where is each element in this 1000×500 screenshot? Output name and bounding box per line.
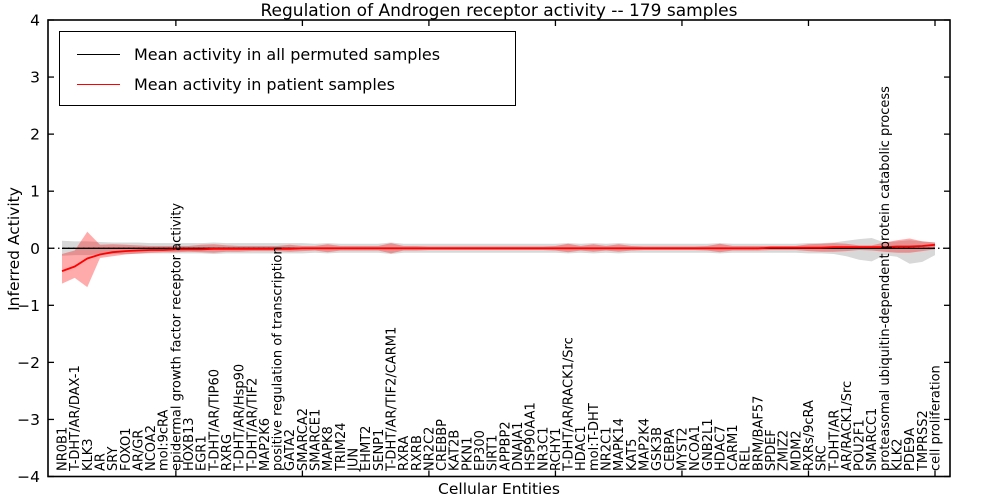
- y-tick-label: 1: [30, 183, 40, 201]
- x-tick-label: mol:9cRA: [157, 409, 172, 471]
- chart-title: Regulation of Androgen receptor activity…: [260, 1, 738, 21]
- x-tick-label: HDAC7: [713, 425, 728, 471]
- x-tick-label: NR3C1: [536, 427, 551, 471]
- legend-item-patient: Mean activity in patient samples: [60, 69, 515, 99]
- x-tick-label: SRC: [815, 445, 830, 471]
- x-tick-label: EHMT2: [359, 426, 374, 471]
- patient-samples-band: [62, 231, 935, 288]
- x-tick-label: AR: [93, 453, 108, 471]
- x-tick-label: FOXO1: [119, 428, 134, 471]
- x-tick-label: TRIM24: [334, 422, 349, 472]
- legend-label-patient: Mean activity in patient samples: [134, 74, 395, 94]
- x-tick-label: POU2F1: [853, 419, 868, 471]
- y-axis-label: Inferred Activity: [5, 187, 23, 311]
- x-tick-label: GATA2: [283, 429, 298, 471]
- x-tick-label: ZMIZ2: [777, 430, 792, 471]
- x-tick-label: CEBPA: [663, 429, 678, 471]
- x-tick-label: KLK3: [81, 438, 96, 471]
- x-tick-label: NR2C1: [600, 427, 615, 471]
- x-tick-label: RXRB: [410, 435, 425, 471]
- x-tick-label: AR/RACK1/Src: [840, 381, 855, 471]
- x-tick-label: NCOA2: [144, 425, 159, 471]
- y-tick-label: −4: [17, 468, 40, 486]
- x-tick-label: GNB2L1: [701, 418, 716, 471]
- x-tick-label: AR/GR: [131, 430, 146, 471]
- x-tick-label: positive regulation of transcription: [271, 246, 286, 471]
- y-tick-label: −2: [17, 354, 40, 372]
- x-tick-label: cell proliferation: [929, 365, 944, 471]
- x-tick-label: RCHY1: [549, 428, 564, 471]
- x-tick-label: GSK3B: [650, 427, 665, 471]
- x-tick-label: TMPRSS2: [916, 410, 931, 472]
- x-tick-label: PDE9A: [903, 428, 918, 471]
- y-tick-label: 0: [30, 240, 40, 258]
- x-tick-label: HOXB13: [182, 417, 197, 471]
- x-tick-label: mol:T-DHT: [587, 403, 602, 471]
- x-tick-label: REL: [739, 446, 754, 471]
- y-tick-label: 4: [30, 12, 40, 30]
- x-tick-label: SRY: [106, 447, 121, 471]
- x-tick-label: APPBP2: [498, 421, 513, 471]
- x-tick-label: T-DHT/AR/TIF2: [245, 378, 260, 472]
- x-tick-label: T-DHT/AR/TIF2/CARM1: [384, 327, 399, 472]
- x-tick-label: CREBBP: [435, 419, 450, 471]
- x-tick-label: KAT5: [625, 439, 640, 471]
- x-tick-label: SIRT1: [486, 435, 501, 471]
- x-tick-label: MAP2K6: [258, 418, 273, 471]
- x-tick-label: PKN1: [460, 437, 475, 471]
- patient-line-swatch: [77, 83, 120, 85]
- x-tick-label: NR0B1: [56, 427, 71, 471]
- x-tick-label: proteasomal ubiquitin-dependent protein …: [878, 86, 893, 471]
- x-tick-label: JUN: [347, 448, 362, 472]
- x-tick-label: HDAC1: [574, 425, 589, 471]
- legend-item-permuted: Mean activity in all permuted samples: [60, 39, 515, 69]
- x-tick-label: SMARCE1: [309, 409, 324, 471]
- x-tick-label: MYST2: [675, 427, 690, 471]
- x-tick-label: MAPK8: [321, 426, 336, 471]
- legend-label-permuted: Mean activity in all permuted samples: [134, 44, 441, 64]
- permuted-samples-band: [62, 238, 935, 264]
- patient-mean-line: [61, 243, 936, 272]
- x-axis-label: Cellular Entities: [438, 480, 560, 498]
- x-tick-label: KAT2B: [448, 430, 463, 471]
- x-tick-label: T-DHT/AR/RACK1/Src: [562, 337, 577, 472]
- x-tick-label: BRM/BAF57: [751, 396, 766, 471]
- x-tick-label: MAPK14: [612, 418, 627, 471]
- x-tick-label: NCOA1: [688, 425, 703, 471]
- x-tick-label: SENP1: [372, 429, 387, 471]
- x-tick-label: RXRs/9cRA: [802, 400, 817, 471]
- x-tick-label: NR2C2: [422, 427, 437, 471]
- y-tick-label: 2: [30, 126, 40, 144]
- x-tick-label: RXRG: [220, 434, 235, 471]
- x-tick-label: MDM2: [789, 430, 804, 471]
- permuted-line-swatch: [77, 53, 120, 55]
- plot-border: [47, 19, 951, 478]
- x-tick-label: T-DHT/AR: [827, 410, 842, 472]
- x-tick-label: CARM1: [726, 425, 741, 472]
- y-tick-label: −3: [17, 411, 40, 429]
- legend: Mean activity in all permuted samples Me…: [59, 31, 516, 106]
- x-tick-label: T-DHT/AR/DAX-1: [68, 365, 83, 472]
- x-tick-label: EGR1: [195, 435, 210, 471]
- x-tick-label: EP300: [473, 430, 488, 471]
- x-tick-label: T-DHT/AR/Hsp90: [233, 364, 248, 472]
- x-tick-label: KLK2: [891, 438, 906, 471]
- x-tick-label: MAP2K4: [638, 418, 653, 471]
- x-tick-label: HSP90AA1: [524, 402, 539, 471]
- x-tick-label: DNAJA1: [511, 422, 526, 471]
- x-tick-label: epidermal growth factor receptor activit…: [169, 203, 184, 471]
- x-tick-label: SMARCA2: [296, 408, 311, 471]
- x-tick-label: SMARCC1: [865, 408, 880, 471]
- y-tick-label: −1: [17, 297, 40, 315]
- y-tick-label: 3: [30, 69, 40, 87]
- x-tick-label: RXRA: [397, 436, 412, 471]
- x-tick-label: T-DHT/AR/TIP60: [207, 369, 222, 472]
- x-tick-label: SPDEF: [764, 429, 779, 471]
